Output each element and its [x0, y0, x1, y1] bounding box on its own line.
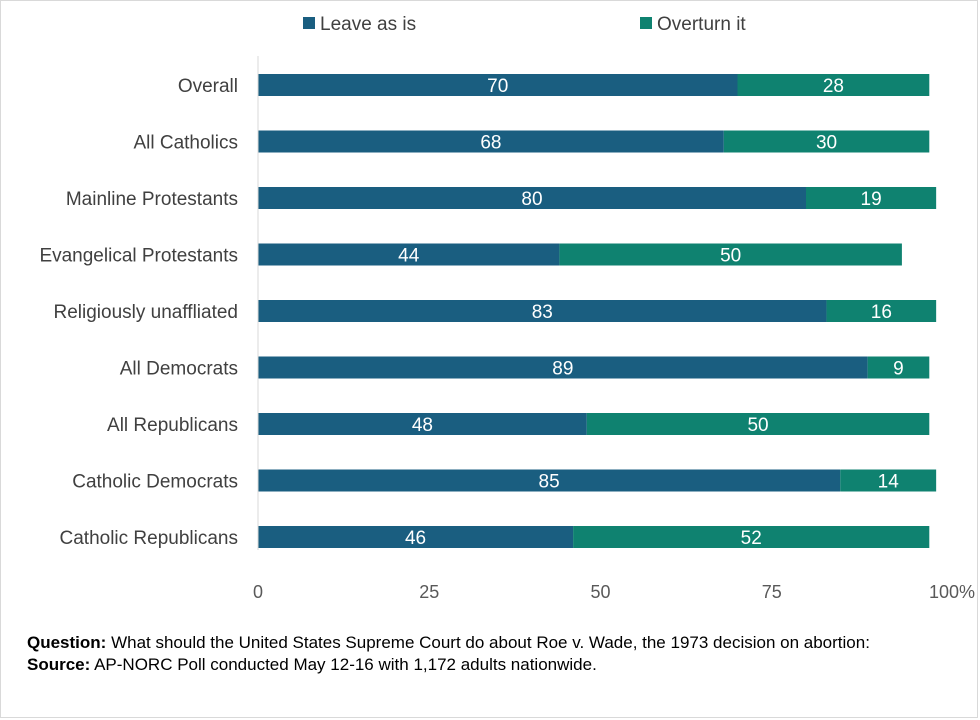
bar-value-label: 83 — [532, 302, 553, 323]
bar-value-label: 30 — [816, 133, 837, 154]
bar-value-label: 9 — [893, 359, 904, 380]
source-label: Source: — [27, 655, 91, 674]
bar-value-label: 46 — [405, 528, 426, 549]
bar-value-label: 19 — [861, 189, 882, 210]
question-label: Question: — [27, 633, 107, 652]
bar-value-label: 89 — [552, 359, 573, 380]
source-text: AP-NORC Poll conducted May 12-16 with 1,… — [90, 655, 597, 674]
bar-segment-0 — [258, 74, 738, 96]
bar-value-label: 68 — [480, 133, 501, 154]
bar-segment-1 — [867, 356, 930, 379]
bar-segment-1 — [840, 469, 937, 492]
bar-segment-1 — [826, 300, 937, 322]
x-tick-label: 75 — [762, 582, 782, 602]
category-label: Evangelical Protestants — [39, 246, 238, 267]
bar-value-label: 44 — [398, 246, 420, 267]
bar-value-label: 52 — [741, 528, 762, 549]
x-tick-label: 0 — [253, 582, 263, 602]
bar-value-label: 50 — [720, 246, 741, 267]
bar-segment-0 — [258, 413, 587, 435]
bar-segment-0 — [258, 243, 560, 266]
bar-segment-0 — [258, 526, 574, 548]
category-labels: Overall All Catholics Mainline Protestants… — [39, 76, 238, 549]
bar-segment-1 — [559, 243, 902, 266]
bar-value-label: 14 — [878, 472, 900, 493]
x-axis-ticks: 0 25 50 75 100% — [253, 582, 975, 602]
legend-label-0: Leave as is — [320, 14, 416, 35]
x-tick-label: 100% — [929, 582, 975, 602]
category-label: All Catholics — [133, 133, 238, 154]
stacked-bar-chart: Leave as is Overturn it Overall All Cathol… — [39, 14, 975, 602]
bars: 70 28 68 30 80 19 44 50 83 16 89 9 48 50 85 14 46 52 — [258, 74, 937, 549]
bar-segment-1 — [723, 130, 930, 153]
legend-label-1: Overturn it — [657, 14, 746, 35]
bar-value-label: 80 — [521, 189, 542, 210]
bar-segment-0 — [258, 187, 806, 209]
category-label: Overall — [178, 76, 238, 97]
bar-segment-1 — [573, 526, 930, 548]
category-label: Religiously unaffliated — [54, 302, 239, 323]
bar-segment-1 — [737, 74, 930, 96]
bar-value-label: 28 — [823, 76, 844, 97]
question-note: Question: What should the United States … — [27, 632, 967, 654]
bar-segment-0 — [258, 356, 868, 379]
bar-segment-1 — [806, 187, 937, 209]
x-tick-label: 25 — [419, 582, 439, 602]
category-label: Catholic Republicans — [60, 528, 239, 549]
bar-segment-1 — [586, 413, 930, 435]
legend: Leave as is Overturn it — [303, 14, 746, 35]
legend-swatch-0 — [303, 17, 315, 29]
category-label: Catholic Democrats — [72, 472, 238, 493]
bar-value-label: 16 — [871, 302, 892, 323]
bar-value-label: 48 — [412, 415, 433, 436]
category-label: All Republicans — [107, 415, 238, 436]
category-label: All Democrats — [120, 359, 238, 380]
chart-notes: Question: What should the United States … — [27, 632, 967, 676]
bar-segment-0 — [258, 469, 841, 492]
legend-swatch-1 — [640, 17, 652, 29]
bar-value-label: 70 — [487, 76, 508, 97]
x-tick-label: 50 — [590, 582, 610, 602]
bar-value-label: 85 — [539, 472, 560, 493]
question-text: What should the United States Supreme Co… — [106, 633, 870, 652]
bar-segment-0 — [258, 130, 724, 153]
category-label: Mainline Protestants — [66, 189, 238, 210]
bar-segment-0 — [258, 300, 827, 322]
source-note: Source: AP-NORC Poll conducted May 12-16… — [27, 654, 967, 676]
bar-value-label: 50 — [747, 415, 768, 436]
